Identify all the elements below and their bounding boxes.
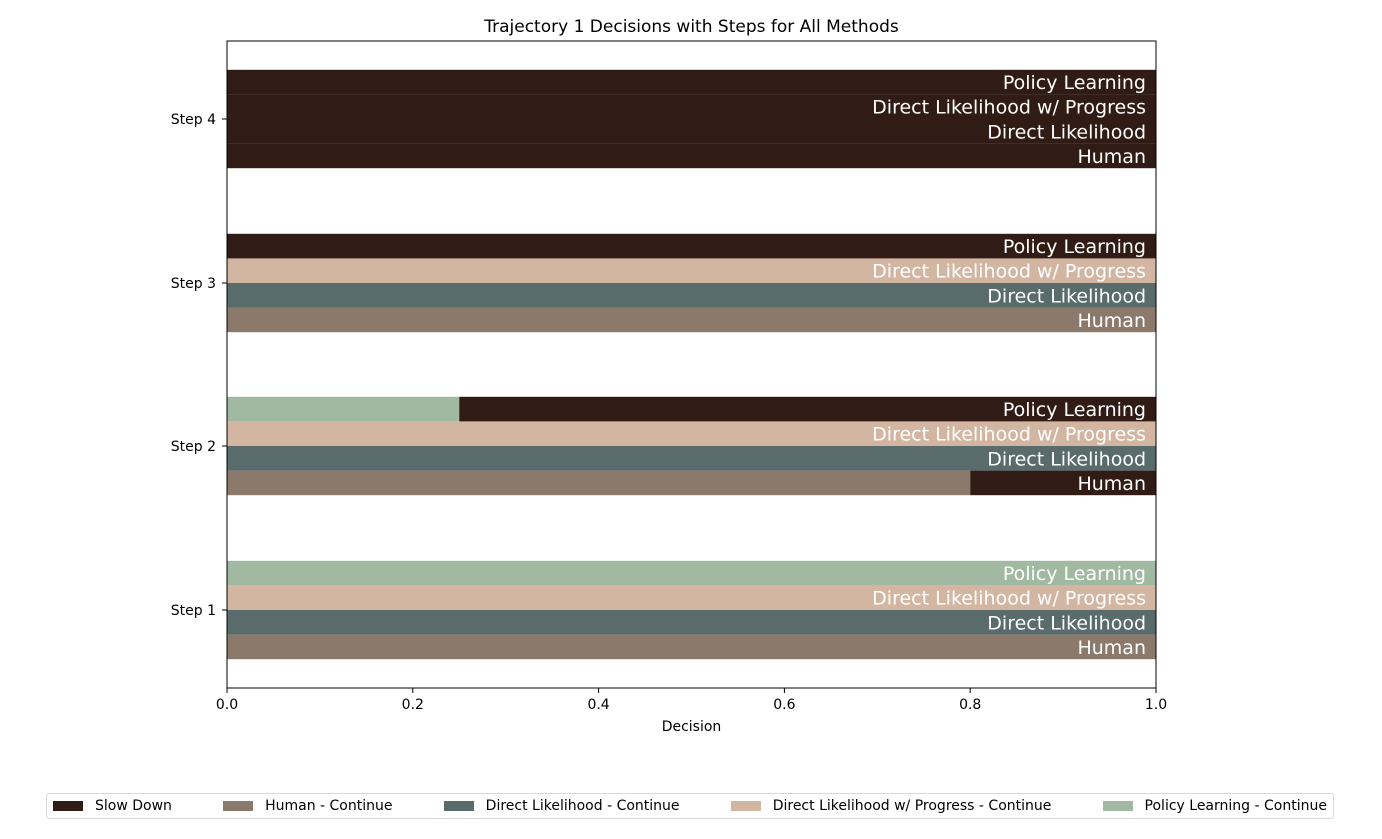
legend-swatch (53, 801, 83, 811)
y-tick-label: Step 4 (171, 112, 216, 128)
bar-slowdown-policy-learning-step-3 (227, 233, 1156, 259)
bar-label-policy-learning-step-1: Policy Learning (1003, 563, 1146, 585)
bar-label-direct-likelihood-step-4: Direct Likelihood (987, 121, 1146, 143)
x-tick-label: 1.0 (1145, 697, 1167, 713)
bar-label-human-step-3: Human (1077, 310, 1146, 332)
bar-slowdown-human-step-2 (970, 470, 1156, 496)
bar-slowdown-direct-likelihood-step-4 (227, 119, 1156, 144)
bar-label-policy-learning-step-4: Policy Learning (1003, 72, 1146, 94)
legend-label: Policy Learning - Continue (1144, 798, 1327, 814)
bar-label-direct-likelihood-w-progress-step-4: Direct Likelihood w/ Progress (872, 97, 1146, 119)
bar-continue-human-step-1 (227, 634, 1156, 660)
bar-label-direct-likelihood-step-1: Direct Likelihood (987, 612, 1146, 634)
bar-continue-direct-likelihood-step-3 (227, 283, 1156, 308)
bar-label-policy-learning-step-3: Policy Learning (1003, 236, 1146, 258)
bar-label-human-step-1: Human (1077, 637, 1146, 659)
plot-frame (226, 40, 1157, 689)
bar-slowdown-policy-learning-step-4 (227, 69, 1156, 95)
bar-continue-policy-learning-step-2 (227, 396, 460, 422)
bar-slowdown-direct-likelihood-w-progress-step-4 (227, 94, 1156, 119)
bar-continue-direct-likelihood-w-progress-step-3 (227, 258, 1156, 283)
y-tick-label: Step 2 (171, 439, 216, 455)
legend-item: Direct Likelihood w/ Progress - Continue (730, 798, 1052, 814)
bar-label-direct-likelihood-w-progress-step-2: Direct Likelihood w/ Progress (872, 424, 1146, 446)
legend-label: Human - Continue (265, 798, 393, 814)
y-tick-label: Step 3 (171, 276, 216, 292)
bar-continue-policy-learning-step-1 (227, 560, 1156, 586)
x-axis: 0.0 0.2 0.4 0.6 0.8 1.0 Decision (216, 688, 1167, 735)
x-tick-label: 0.6 (773, 697, 795, 713)
bar-continue-direct-likelihood-step-2 (227, 446, 1156, 471)
bar-label-human-step-2: Human (1077, 473, 1146, 495)
legend-swatch (730, 801, 761, 811)
bar-slowdown-human-step-4 (227, 143, 1156, 169)
x-tick-label: 0.0 (216, 697, 238, 713)
x-axis-label: Decision (662, 719, 722, 735)
bar-label-direct-likelihood-w-progress-step-1: Direct Likelihood w/ Progress (872, 588, 1146, 610)
y-tick-label: Step 1 (171, 603, 216, 619)
bar-label-direct-likelihood-step-2: Direct Likelihood (987, 448, 1146, 470)
x-tick-label: 0.8 (959, 697, 981, 713)
legend-item: Direct Likelihood - Continue (443, 798, 680, 814)
bar-continue-direct-likelihood-w-progress-step-2 (227, 421, 1156, 446)
bar-slowdown-policy-learning-step-2 (459, 396, 1156, 422)
bar-label-policy-learning-step-2: Policy Learning (1003, 399, 1146, 421)
legend-item: Slow Down (53, 798, 172, 814)
legend: Slow Down Human - Continue Direct Likeliho… (46, 793, 1334, 819)
bar-label-human-step-4: Human (1077, 146, 1146, 168)
bar-continue-direct-likelihood-step-1 (227, 610, 1156, 635)
legend-swatch (443, 801, 474, 811)
legend-label: Direct Likelihood w/ Progress - Continue (772, 798, 1052, 814)
legend-item: Policy Learning - Continue (1102, 798, 1327, 814)
bar-label-direct-likelihood-step-3: Direct Likelihood (987, 285, 1146, 307)
chart-title: Trajectory 1 Decisions with Steps for Al… (483, 17, 899, 37)
x-tick-label: 0.4 (587, 697, 609, 713)
legend-swatch (223, 801, 254, 811)
bar-continue-human-step-2 (227, 470, 971, 496)
bar-continue-direct-likelihood-w-progress-step-1 (227, 585, 1156, 610)
x-tick-label: 0.2 (402, 697, 424, 713)
bar-label-direct-likelihood-w-progress-step-3: Direct Likelihood w/ Progress (872, 261, 1146, 283)
legend-label: Direct Likelihood - Continue (485, 798, 680, 814)
legend-swatch (1102, 801, 1133, 811)
y-axis: Step 1 Step 2 Step 3 Step 4 (171, 112, 227, 619)
legend-label: Slow Down (95, 798, 172, 814)
bar-continue-human-step-3 (227, 307, 1156, 333)
legend-item: Human - Continue (223, 798, 393, 814)
